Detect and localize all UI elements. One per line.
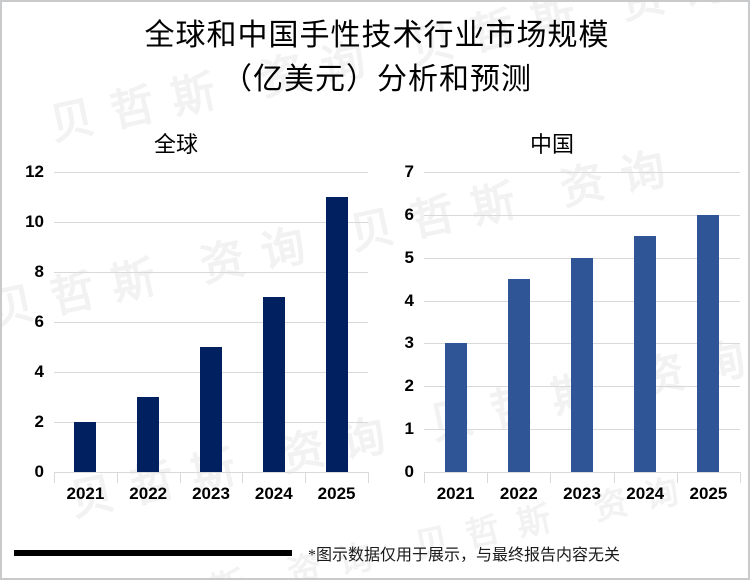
x-tick — [550, 472, 552, 483]
y-tick-label: 3 — [404, 333, 414, 353]
x-tick-label: 2021 — [436, 484, 475, 503]
bar-2021[interactable] — [444, 343, 467, 472]
x-tick-label: 2023 — [563, 484, 601, 503]
gridline — [424, 172, 740, 173]
x-tick — [368, 472, 369, 483]
x-tick-label: 2021 — [66, 484, 105, 503]
y-tick-label: 2 — [404, 376, 414, 396]
bar-2025[interactable] — [697, 214, 720, 472]
gridline — [54, 172, 368, 173]
x-ticks-global — [54, 472, 369, 483]
bar-2021[interactable] — [74, 422, 97, 472]
y-axis-global: 0 2 4 6 8 10 12 — [6, 162, 50, 481]
panel-subtitle-global: 全球 — [153, 132, 198, 157]
bar-2023[interactable] — [571, 257, 593, 472]
y-tick-label: 4 — [34, 362, 44, 381]
x-tick — [179, 472, 181, 483]
x-tick — [740, 472, 741, 483]
bar-2022[interactable] — [137, 397, 160, 472]
x-axis-global: 2021 2022 2023 2024 2025 — [54, 484, 368, 504]
x-ticks-china — [424, 472, 741, 483]
gridline — [54, 222, 368, 223]
y-tick-label: 12 — [25, 162, 44, 181]
x-tick — [613, 472, 615, 483]
footer-note: *图示数据仅用于展示，与最终报告内容无关 — [308, 547, 621, 564]
x-tick-label: 2023 — [192, 484, 230, 503]
gridlines-global — [54, 172, 368, 473]
y-tick-label: 10 — [25, 212, 44, 231]
bar-series-global — [54, 172, 368, 472]
bar-2024[interactable] — [634, 236, 657, 472]
bar-2025[interactable] — [325, 197, 348, 472]
footer-rule — [14, 550, 292, 556]
chart-title-line-1: 全球和中国手性技术行业市场规模 — [144, 19, 610, 52]
x-tick — [305, 472, 307, 483]
plot-area-global: 0 2 4 6 8 10 12 2021 2022 2023 2024 2025 — [6, 162, 376, 503]
x-tick — [242, 472, 244, 483]
gridline — [54, 322, 368, 323]
x-tick — [116, 472, 118, 483]
y-tick-label: 6 — [34, 312, 44, 331]
x-tick-label: 2022 — [499, 484, 538, 503]
bar-slot — [54, 172, 117, 472]
panel-subtitle-china: 中国 — [529, 132, 574, 157]
y-tick-label: 5 — [404, 247, 414, 267]
y-tick-label: 6 — [404, 204, 414, 224]
y-tick-label: 2 — [34, 412, 44, 431]
bar-slot — [677, 172, 740, 472]
bar-slot — [117, 172, 180, 472]
x-axis-china: 2021 2022 2023 2024 2025 — [424, 484, 740, 504]
bar-2024[interactable] — [262, 297, 285, 472]
gridline — [54, 272, 368, 273]
y-axis-china: 0 1 2 3 4 5 6 7 — [376, 162, 420, 481]
gridline — [54, 472, 368, 473]
gridlines-china — [424, 172, 740, 473]
y-tick-label: 0 — [34, 462, 44, 481]
bar-2022[interactable] — [507, 279, 530, 472]
bar-slot — [487, 172, 550, 472]
x-tick — [487, 472, 489, 483]
x-tick-label: 2025 — [689, 484, 728, 503]
y-tick-label: 8 — [34, 262, 44, 281]
footer: *图示数据仅用于展示，与最终报告内容无关 — [2, 536, 748, 570]
y-tick-label: 0 — [404, 462, 414, 481]
bar-2023[interactable] — [199, 347, 222, 472]
gridline — [424, 472, 740, 473]
plot-area-china: 0 1 2 3 4 5 6 7 2021 2022 2023 2024 2025 — [376, 162, 748, 503]
bar-slot — [614, 172, 677, 472]
y-tick-label: 7 — [404, 162, 414, 181]
bar-slot — [550, 172, 613, 472]
bar-slot — [242, 172, 305, 472]
chart-title: 全球和中国手性技术行业市场规模 （亿美元）分析和预测 — [2, 14, 748, 102]
x-tick — [676, 472, 678, 483]
x-tick — [54, 472, 55, 483]
x-tick — [424, 472, 425, 483]
x-tick-label: 2024 — [254, 484, 293, 503]
x-tick-label: 2025 — [317, 484, 356, 503]
bar-series-china — [424, 172, 740, 472]
bar-slot — [424, 172, 487, 472]
bar-slot — [180, 172, 243, 472]
chart-panel-global: 全球 0 2 4 6 8 10 12 2021 2022 2023 2024 2025 — [6, 130, 376, 530]
chart-title-line-2: （亿美元）分析和预测 — [222, 63, 532, 96]
chart-panel-china: 中国 0 1 2 3 4 5 6 7 2021 2022 2023 2024 2025 — [376, 130, 748, 530]
y-tick-label: 1 — [404, 419, 414, 439]
x-tick-label: 2022 — [129, 484, 168, 503]
gridline — [424, 214, 740, 216]
y-tick-label: 4 — [404, 290, 414, 310]
x-tick-label: 2024 — [626, 484, 665, 503]
bar-slot — [305, 172, 368, 472]
